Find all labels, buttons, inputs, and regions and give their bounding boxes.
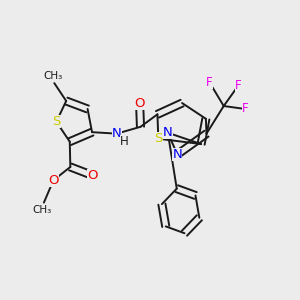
Text: N: N (163, 126, 173, 139)
Text: F: F (235, 79, 242, 92)
Text: H: H (120, 136, 128, 148)
Text: S: S (52, 115, 61, 128)
Text: F: F (206, 76, 213, 89)
Text: N: N (172, 148, 182, 161)
Text: S: S (154, 132, 163, 145)
Text: CH₃: CH₃ (32, 205, 51, 215)
Text: O: O (48, 174, 59, 187)
Text: CH₃: CH₃ (43, 71, 62, 81)
Text: F: F (242, 103, 248, 116)
Text: O: O (87, 169, 97, 182)
Text: N: N (112, 127, 122, 140)
Text: O: O (134, 97, 145, 110)
